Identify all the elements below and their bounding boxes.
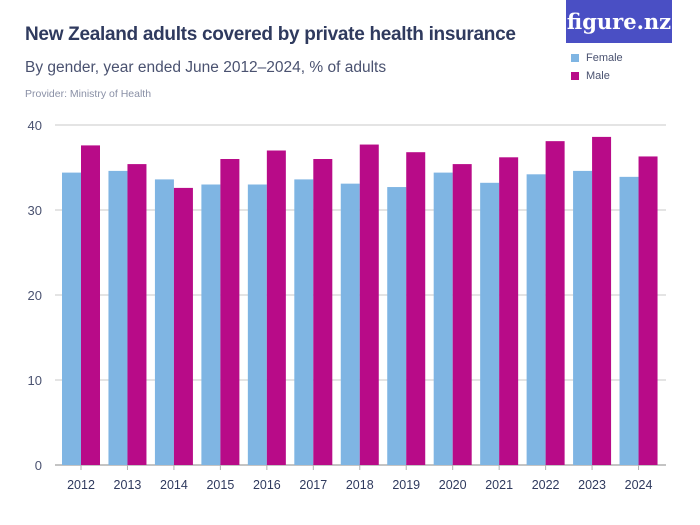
bar-female-2012 [62, 172, 81, 465]
x-tick-label: 2015 [206, 478, 234, 492]
x-tick-label: 2019 [392, 478, 420, 492]
bar-female-2020 [433, 172, 453, 465]
bar-female-2024 [619, 176, 639, 465]
x-tick-label: 2013 [114, 478, 142, 492]
x-tick-label: 2014 [160, 478, 188, 492]
bar-female-2023 [573, 170, 593, 465]
legend: Female Male [571, 49, 623, 85]
bar-male-2018 [359, 144, 379, 466]
y-tick-label: 20 [28, 288, 42, 303]
y-tick-label: 0 [35, 458, 42, 473]
bar-male-2015 [220, 159, 240, 465]
x-tick-label: 2021 [485, 478, 513, 492]
legend-swatch-female [571, 54, 579, 62]
bar-female-2021 [480, 182, 500, 466]
legend-swatch-male [571, 72, 579, 80]
bar-male-2013 [127, 164, 147, 465]
bar-female-2017 [294, 179, 314, 465]
bar-female-2014 [154, 179, 174, 465]
bar-female-2022 [526, 174, 546, 466]
y-tick-label: 10 [28, 373, 42, 388]
bar-male-2022 [545, 141, 565, 465]
bar-male-2024 [638, 156, 658, 465]
bar-male-2012 [81, 145, 100, 465]
x-tick-label: 2017 [299, 478, 327, 492]
bar-female-2016 [247, 184, 267, 465]
y-tick-label: 40 [28, 118, 42, 133]
bar-male-2020 [452, 164, 472, 465]
bar-female-2019 [387, 187, 407, 466]
x-tick-label: 2024 [625, 478, 653, 492]
legend-label-male: Male [586, 70, 610, 82]
bar-male-2019 [406, 152, 426, 465]
chart-subtitle: By gender, year ended June 2012–2024, % … [25, 59, 387, 76]
bar-female-2018 [340, 183, 360, 465]
bar-male-2017 [313, 159, 333, 465]
x-tick-label: 2022 [532, 478, 560, 492]
figure-nz-logo[interactable]: figure.nz [566, 0, 672, 43]
bar-male-2014 [173, 187, 193, 465]
y-tick-label: 30 [28, 203, 42, 218]
x-tick-label: 2020 [439, 478, 467, 492]
legend-label-female: Female [586, 52, 623, 64]
legend-item-male: Male [571, 67, 623, 85]
x-tick-label: 2012 [67, 478, 95, 492]
legend-item-female: Female [571, 49, 623, 67]
bar-male-2023 [592, 136, 612, 465]
provider-note: Provider: Ministry of Health [25, 88, 152, 100]
bar-female-2013 [108, 170, 128, 465]
x-tick-label: 2016 [253, 478, 281, 492]
bar-female-2015 [201, 184, 221, 465]
bar-male-2021 [499, 157, 519, 466]
bar-male-2016 [266, 150, 286, 465]
chart-title: New Zealand adults covered by private he… [25, 24, 516, 45]
x-tick-label: 2023 [578, 478, 606, 492]
x-tick-label: 2018 [346, 478, 374, 492]
